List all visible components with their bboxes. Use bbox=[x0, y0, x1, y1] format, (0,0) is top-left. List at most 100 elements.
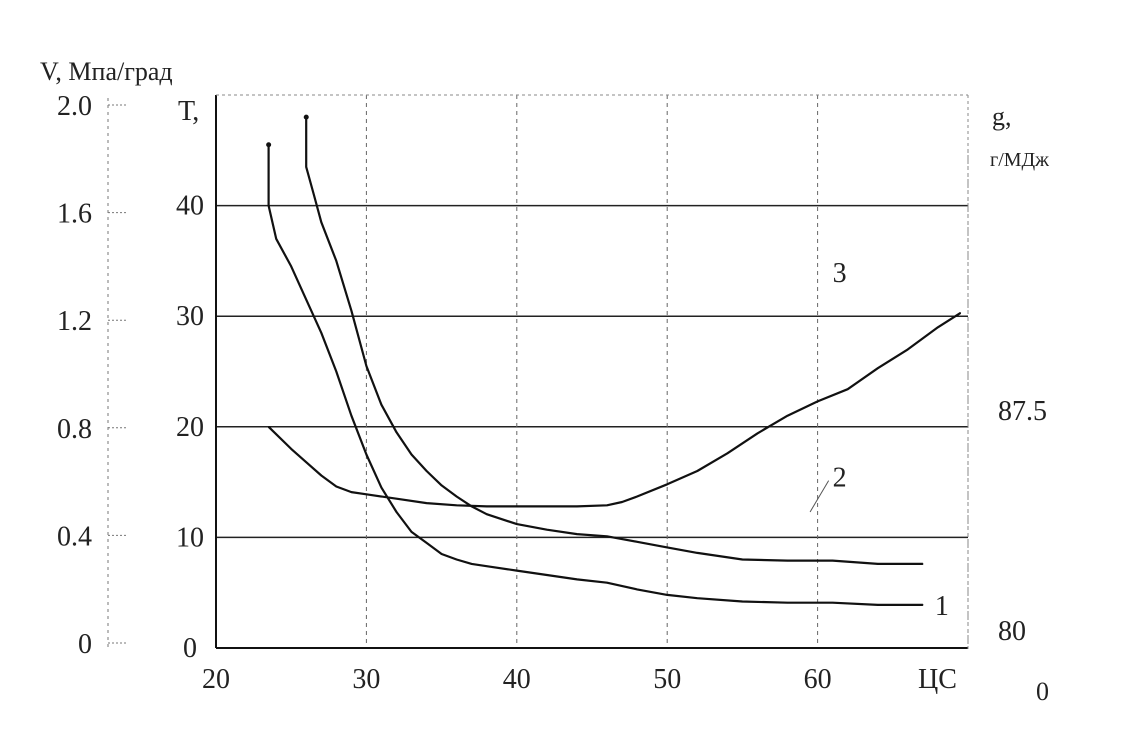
series-point-1 bbox=[741, 600, 744, 603]
series-point-1 bbox=[636, 588, 638, 590]
series-point-2 bbox=[395, 431, 398, 433]
series-point-3 bbox=[696, 470, 698, 472]
x-axis-tick-label: 30 bbox=[352, 664, 380, 695]
series-point-2 bbox=[425, 470, 428, 472]
series-point-3 bbox=[606, 504, 608, 506]
series-point-3 bbox=[576, 505, 578, 508]
series-point-2 bbox=[696, 552, 698, 554]
series-point-1 bbox=[471, 563, 473, 565]
series-point-1 bbox=[576, 578, 578, 581]
x-axis-tick-label: 60 bbox=[804, 664, 832, 695]
series-point-1 bbox=[290, 265, 292, 268]
series-point-1 bbox=[516, 569, 518, 572]
series-point-3 bbox=[756, 432, 759, 435]
series-point-2 bbox=[365, 365, 367, 367]
series-point-3 bbox=[365, 493, 367, 495]
series-point-3 bbox=[877, 367, 879, 369]
series-point-2 bbox=[486, 513, 488, 515]
series-point-1 bbox=[305, 299, 307, 301]
x-axis-title: ЦС bbox=[918, 664, 957, 695]
series-point-2 bbox=[546, 529, 548, 531]
series-point-3 bbox=[516, 505, 518, 508]
v-axis-title: V, Мпа/град bbox=[40, 57, 173, 86]
series-point-1 bbox=[380, 487, 383, 489]
series-point-1 bbox=[456, 558, 458, 561]
series-point-2 bbox=[636, 541, 638, 543]
v-axis-tick-label: 0.8 bbox=[57, 414, 92, 445]
t-axis-tick-label: 30 bbox=[176, 301, 204, 332]
series-point-3 bbox=[546, 505, 548, 508]
series-point-2 bbox=[313, 193, 315, 196]
series-point-1 bbox=[350, 415, 352, 417]
series-point-3 bbox=[456, 504, 458, 506]
g-axis-corner-label: 0 bbox=[1036, 677, 1049, 706]
curve-label-1: 1 bbox=[935, 591, 949, 622]
series-endpoint-2 bbox=[303, 114, 309, 120]
g-axis-title-line2: г/МДж bbox=[990, 149, 1049, 171]
curve-label-3: 3 bbox=[833, 258, 847, 289]
series-point-3 bbox=[786, 415, 789, 417]
series-point-2 bbox=[410, 453, 413, 456]
series-point-3 bbox=[907, 348, 909, 350]
series-point-3 bbox=[937, 326, 939, 328]
series-point-3 bbox=[817, 400, 819, 402]
series-point-2 bbox=[666, 546, 668, 548]
series-point-2 bbox=[832, 560, 834, 562]
series-point-2 bbox=[606, 535, 608, 537]
t-axis-tick-label: 10 bbox=[176, 522, 204, 553]
series-point-1 bbox=[320, 332, 322, 334]
series-point-1 bbox=[441, 553, 443, 555]
series-point-3 bbox=[486, 505, 488, 508]
series-point-1 bbox=[546, 574, 548, 576]
series-point-1 bbox=[365, 453, 367, 456]
t-axis-title: Т, bbox=[178, 96, 199, 127]
series-point-2 bbox=[786, 560, 789, 562]
series-point-2 bbox=[350, 310, 352, 312]
series-point-1 bbox=[786, 602, 789, 604]
series-point-1 bbox=[877, 604, 879, 606]
series-point-1 bbox=[268, 205, 270, 207]
series-point-3 bbox=[425, 502, 428, 504]
t-axis-tick-label: 40 bbox=[176, 191, 204, 222]
v-axis-tick-label: 0 bbox=[78, 629, 92, 660]
series-point-1 bbox=[410, 531, 413, 533]
series-point-3 bbox=[636, 495, 638, 498]
curve-label-2-leader bbox=[809, 480, 830, 513]
series-point-2 bbox=[441, 484, 443, 487]
v-axis-tick-label: 0.4 bbox=[57, 521, 92, 552]
series-line-2 bbox=[305, 117, 923, 565]
t-axis-tick-label: 0 bbox=[183, 633, 197, 664]
g-axis-tick-label: 87.5 bbox=[998, 396, 1047, 427]
series-point-2 bbox=[576, 533, 578, 535]
axis-layer: 0 10 20 30 40 20 30 40 50 60 0 0.4 0.8 1.2 1.6 2.0 80 87.… bbox=[57, 91, 1047, 695]
x-axis-tick-label: 50 bbox=[653, 664, 681, 695]
series-point-3 bbox=[335, 485, 337, 488]
series-point-3 bbox=[621, 501, 623, 503]
series-point-2 bbox=[335, 260, 337, 262]
series-line-3 bbox=[267, 311, 962, 508]
series-point-2 bbox=[456, 495, 458, 498]
series-point-3 bbox=[350, 491, 352, 493]
series-point-3 bbox=[959, 312, 962, 314]
series-point-1 bbox=[335, 370, 337, 373]
series-point-1 bbox=[486, 565, 488, 567]
g-axis-tick-label: 80 bbox=[998, 616, 1026, 647]
series-point-1 bbox=[696, 597, 698, 599]
series-endpoint-1 bbox=[266, 142, 272, 148]
series-point-3 bbox=[268, 426, 270, 428]
series-point-3 bbox=[666, 483, 668, 485]
v-axis-tick-label: 1.2 bbox=[57, 306, 92, 337]
series-point-3 bbox=[847, 388, 849, 390]
series-point-2 bbox=[922, 563, 924, 565]
series-point-2 bbox=[877, 563, 879, 565]
x-axis-tick-label: 40 bbox=[503, 664, 531, 695]
series-point-1 bbox=[395, 511, 398, 513]
series-point-1 bbox=[922, 604, 924, 606]
v-axis-tick-label: 1.6 bbox=[57, 199, 92, 230]
series-point-1 bbox=[606, 582, 608, 584]
x-axis-tick-label: 20 bbox=[202, 664, 230, 695]
series-point-3 bbox=[290, 448, 292, 450]
v-axis-tick-label: 2.0 bbox=[57, 91, 92, 122]
t-axis-tick-label: 20 bbox=[176, 412, 204, 443]
